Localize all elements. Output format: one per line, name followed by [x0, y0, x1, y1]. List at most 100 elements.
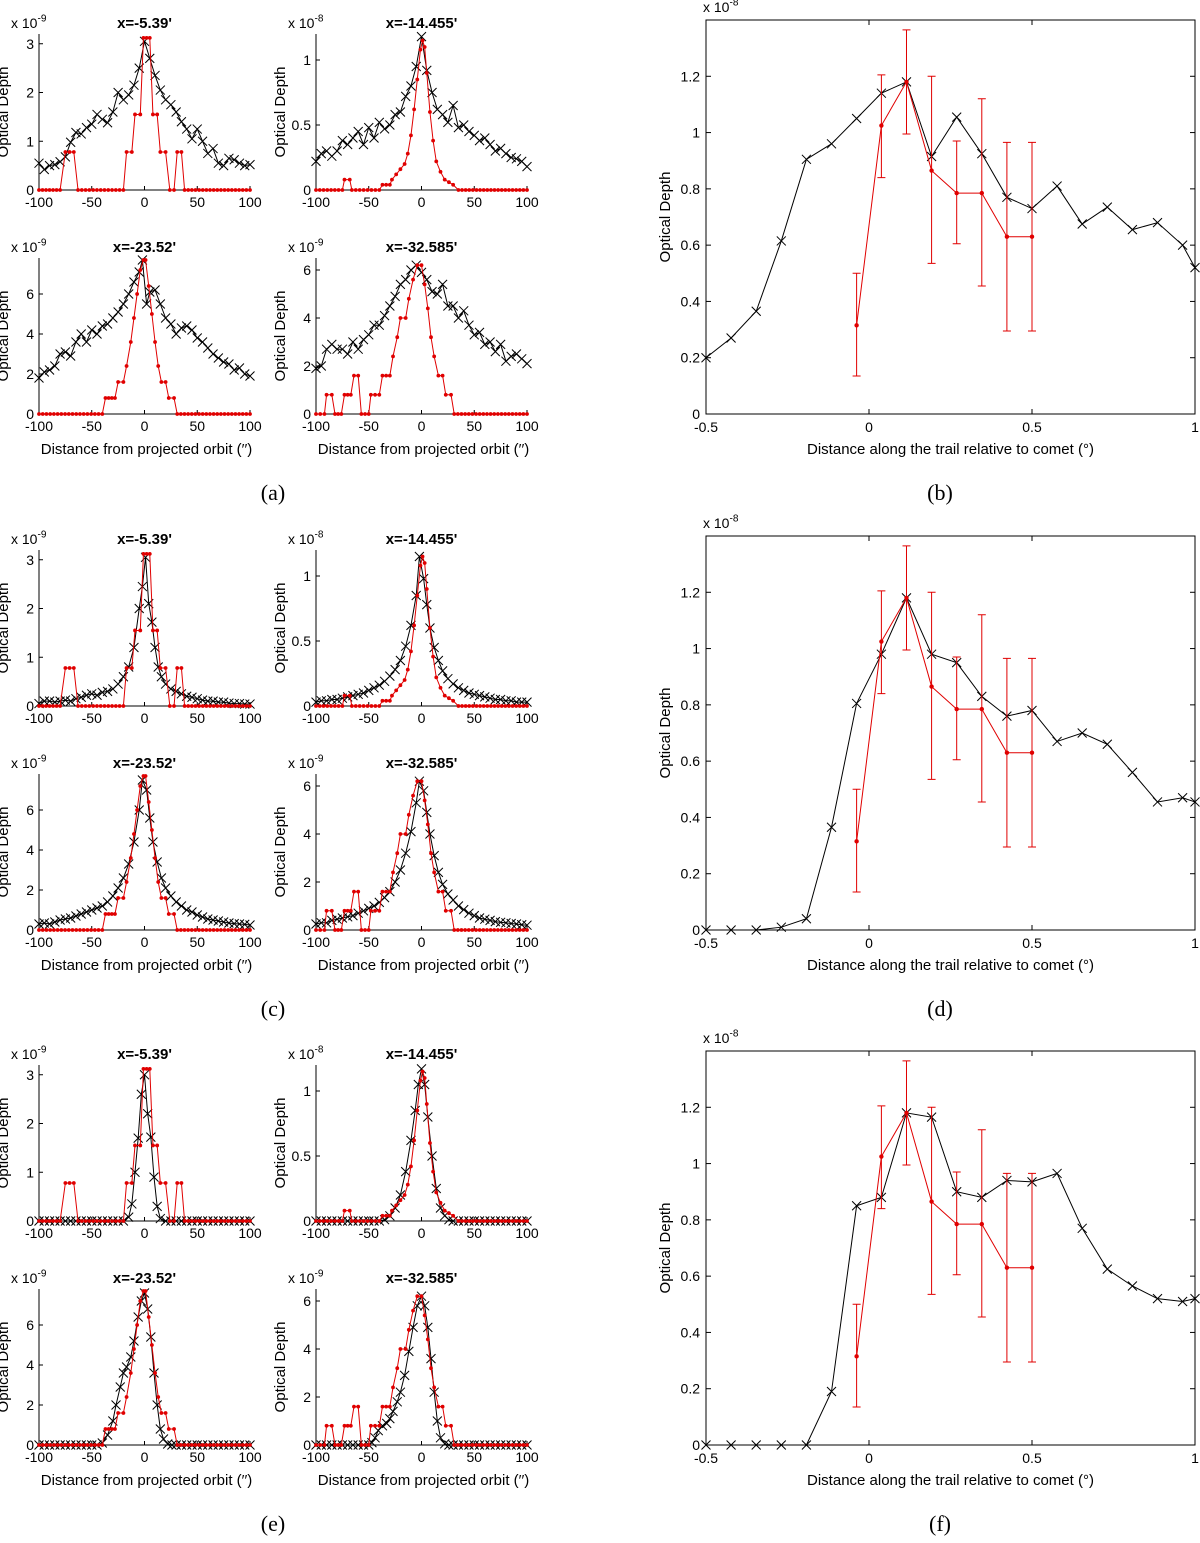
observed-point	[100, 928, 105, 932]
observed-point	[59, 1443, 64, 1447]
model-point	[353, 344, 364, 355]
observed-point	[525, 412, 529, 416]
model-point	[395, 1387, 406, 1398]
panel-title: x=-23.52'	[113, 1270, 176, 1287]
model-point	[197, 136, 208, 147]
observed-point	[208, 704, 212, 708]
panel-title: x=-23.52'	[113, 239, 176, 256]
observed-point	[336, 1443, 341, 1447]
observed-point	[124, 1395, 129, 1399]
observed-point	[117, 704, 122, 708]
observed-point	[79, 188, 84, 192]
model-point	[369, 320, 379, 331]
observed-point	[854, 323, 859, 328]
model-point	[181, 124, 192, 134]
x-tick-label: -100	[25, 934, 53, 950]
model-point	[1177, 240, 1188, 250]
observed-point	[377, 908, 382, 913]
observed-point	[387, 373, 392, 378]
model-point	[71, 911, 81, 921]
y-axis-label: Optical Depth	[0, 583, 12, 674]
observed-point	[151, 628, 155, 633]
model-point	[125, 1352, 136, 1362]
model-point	[39, 367, 50, 377]
x-tick-label: 50	[466, 1225, 482, 1241]
observed-point	[499, 704, 504, 708]
model-point	[71, 693, 81, 704]
observed-point	[321, 704, 326, 708]
observed-point	[163, 1181, 168, 1185]
observed-point	[200, 1443, 205, 1447]
observed-point	[215, 704, 220, 708]
caption-left: (e)	[261, 1511, 285, 1536]
model-point	[479, 339, 490, 350]
observed-point	[474, 412, 478, 416]
observed-point	[215, 412, 220, 416]
plot-frame	[705, 1050, 1196, 1446]
model-point	[448, 301, 459, 311]
caption-left: (a)	[261, 480, 285, 505]
model-point	[81, 122, 92, 133]
observed-point	[172, 1219, 176, 1223]
model-point	[126, 1199, 137, 1209]
observed-point	[81, 1443, 86, 1447]
observed-point	[37, 704, 41, 708]
model-point	[197, 912, 208, 922]
x-tick-label: 0	[418, 194, 426, 210]
observed-point	[395, 1366, 400, 1371]
observed-point	[485, 928, 489, 932]
observed-point	[428, 626, 432, 630]
observed-series-line	[39, 37, 250, 191]
observed-point	[233, 1219, 238, 1223]
observed-point	[78, 1443, 82, 1447]
observed-point	[332, 188, 337, 192]
observed-point	[172, 188, 176, 192]
model-point	[76, 129, 87, 139]
x-tick-label: 0	[141, 418, 149, 434]
observed-point	[474, 1443, 478, 1447]
model-point	[149, 1172, 159, 1182]
model-point	[181, 321, 192, 331]
observed-point	[208, 412, 212, 416]
model-point	[176, 116, 187, 127]
observed-point	[525, 928, 529, 932]
observed-point	[71, 666, 76, 670]
model-point	[421, 807, 432, 818]
observed-point	[135, 808, 140, 812]
observed-point	[124, 880, 129, 884]
y-axis-label: Optical Depth	[0, 1322, 12, 1413]
model-point	[342, 1216, 353, 1226]
model-point	[166, 319, 176, 329]
model-point	[437, 279, 448, 290]
observed-point	[929, 684, 934, 689]
observed-point	[182, 1443, 187, 1447]
model-point	[176, 688, 187, 699]
model-point	[71, 127, 81, 138]
observed-point	[182, 704, 187, 708]
model-point	[363, 685, 374, 696]
model-point	[234, 363, 245, 373]
model-point	[55, 349, 65, 359]
model-point	[448, 895, 459, 905]
observed-point	[442, 177, 447, 182]
model-point	[197, 337, 208, 347]
observed-point	[92, 1443, 97, 1447]
observed-point	[419, 263, 424, 268]
observed-point	[339, 412, 344, 416]
model-point	[381, 1418, 392, 1429]
observed-point	[37, 1443, 41, 1447]
observed-point	[510, 188, 515, 192]
observed-point	[391, 354, 395, 359]
observed-point	[463, 1443, 468, 1447]
observed-point	[395, 335, 400, 340]
model-point	[49, 159, 60, 170]
observed-point	[37, 412, 41, 416]
observed-point	[415, 779, 420, 784]
observed-point	[499, 188, 504, 192]
observed-point	[155, 112, 160, 117]
observed-point	[442, 693, 447, 698]
observed-point	[58, 188, 62, 192]
x-axis-label: Distance along the trail relative to com…	[807, 441, 1094, 458]
x-tick-label: 100	[515, 934, 539, 950]
observed-point	[121, 704, 126, 708]
